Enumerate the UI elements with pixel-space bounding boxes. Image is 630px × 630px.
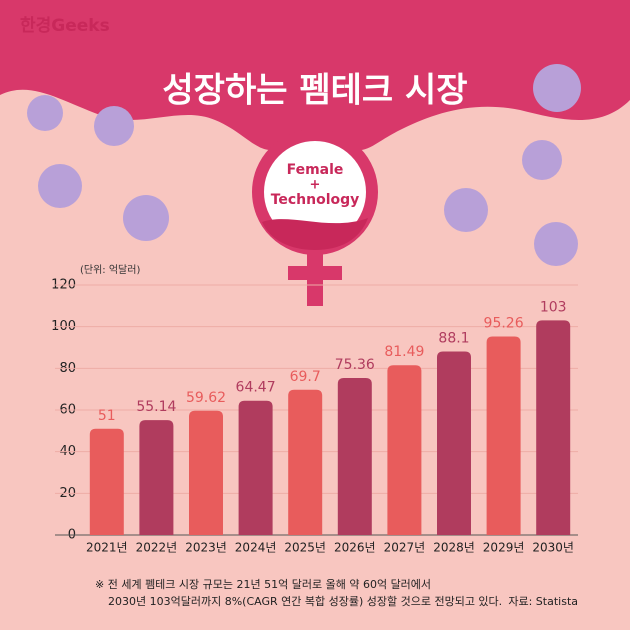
bar [536, 320, 571, 535]
value-label: 64.47 [236, 380, 276, 396]
female-symbol [252, 129, 378, 306]
value-label: 75.36 [335, 357, 375, 373]
bar [288, 389, 323, 535]
x-tick-label: 2025년 [284, 541, 326, 555]
value-label: 81.49 [384, 344, 424, 360]
source: 자료: Statista [508, 595, 578, 608]
footnote: 2030년 103억달러까지 8%(CAGR 연간 복합 성장률) 성장할 것으… [108, 595, 502, 608]
bar [238, 400, 273, 535]
brand: 한경Geeks [20, 16, 110, 36]
value-label: 51 [98, 408, 116, 424]
bar [89, 428, 124, 535]
bar [486, 336, 521, 535]
value-label: 59.62 [186, 390, 226, 406]
x-tick-label: 2023년 [185, 541, 227, 555]
bar [437, 351, 471, 535]
y-axis-label: (단위: 억달러) [80, 263, 140, 276]
x-tick-label: 2022년 [136, 541, 178, 555]
emblem-line: Female [287, 162, 344, 178]
x-tick-label: 2021년 [86, 541, 128, 555]
value-label: 103 [540, 299, 567, 315]
emblem-line: Technology [271, 192, 360, 208]
value-label: 88.1 [438, 330, 469, 346]
decor-icons [27, 64, 581, 266]
chart-title: 성장하는 펨테크 시장 [162, 71, 467, 111]
x-tick-label: 2024년 [235, 541, 277, 555]
emblem-line: + [310, 178, 321, 193]
x-tick-label: 2026년 [334, 541, 376, 555]
x-tick-label: 2027년 [384, 541, 426, 555]
x-tick-label: 2028년 [433, 541, 475, 555]
footnote: ※ 전 세계 펨테크 시장 규모는 21년 51억 달러로 올해 약 60억 달… [95, 577, 431, 591]
value-label: 95.26 [484, 316, 524, 332]
value-label: 55.14 [136, 399, 176, 415]
value-label: 69.7 [290, 369, 321, 385]
x-tick-label: 2030년 [532, 541, 574, 555]
bar [387, 365, 422, 535]
bar [139, 420, 174, 535]
bar [337, 378, 372, 535]
x-tick-label: 2029년 [483, 541, 525, 555]
header-blob [0, 0, 630, 150]
bar [189, 410, 223, 535]
